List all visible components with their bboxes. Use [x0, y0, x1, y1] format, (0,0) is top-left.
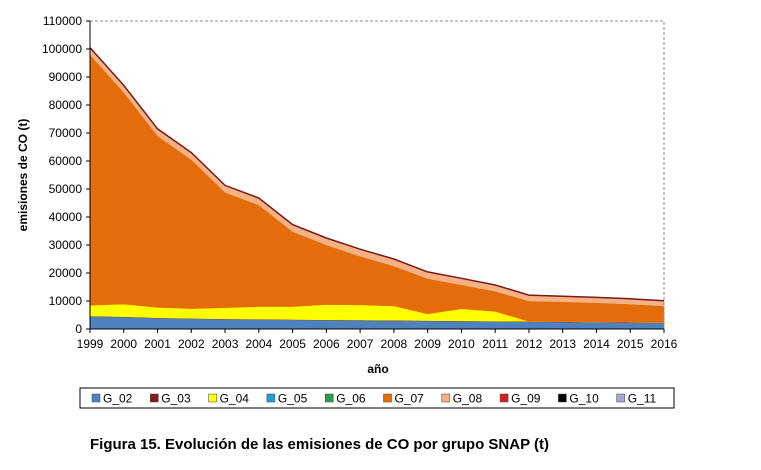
- legend-swatch-g-08: [441, 393, 451, 403]
- y-axis-title: emisiones de CO (t): [16, 119, 30, 232]
- legend-swatch-g-03: [150, 393, 159, 403]
- x-tick-label: 2001: [144, 337, 171, 351]
- legend-swatch-g-05: [266, 393, 276, 403]
- x-tick-label: 2006: [313, 337, 340, 351]
- y-tick-label: 30000: [49, 238, 83, 252]
- y-tick-label: 20000: [49, 266, 83, 280]
- legend-swatch-g-10: [558, 393, 567, 403]
- y-tick-label: 50000: [49, 182, 83, 196]
- x-tick-label: 2015: [617, 337, 644, 351]
- legend: G_02 G_03 G_04 G_05 G_06 G_07 G_08 G_09 G_10 G_11: [79, 387, 675, 409]
- y-tick-label: 100000: [42, 42, 82, 56]
- area-g-07: [89, 53, 665, 323]
- x-tick-label: 2005: [279, 337, 306, 351]
- legend-box: [79, 387, 675, 409]
- legend-swatch-g-04: [208, 393, 217, 403]
- legend-label-g-06: G_06: [336, 392, 366, 406]
- x-tick-label: 2011: [482, 337, 508, 351]
- x-tick-label: 1999: [77, 337, 104, 351]
- y-tick-label: 70000: [49, 126, 83, 140]
- y-tick-label: 10000: [49, 294, 83, 308]
- x-tick-label: 2000: [110, 337, 137, 351]
- emissions-chart: 0 10000 20000 30000 40000 50000 60000 70000 8000…: [16, 14, 678, 409]
- stacked-areas: [89, 46, 665, 330]
- legend-label-g-11: G_11: [628, 392, 657, 406]
- x-tick-label: 2013: [549, 337, 576, 351]
- legend-swatch-g-11: [616, 393, 625, 403]
- x-tick-label: 2002: [178, 337, 205, 351]
- legend-swatch-g-07: [383, 393, 392, 403]
- y-axis-ticks: 0 10000 20000 30000 40000 50000 60000 70000 8000…: [42, 14, 90, 336]
- y-tick-label: 0: [75, 322, 82, 336]
- legend-swatch-g-09: [499, 393, 509, 403]
- legend-label-g-04: G_04: [220, 392, 250, 406]
- legend-label-g-09: G_09: [511, 392, 541, 406]
- legend-label-g-03: G_03: [161, 392, 191, 406]
- y-tick-label: 40000: [49, 210, 83, 224]
- x-tick-label: 2016: [651, 337, 678, 351]
- legend-label-g-05: G_05: [278, 392, 308, 406]
- x-tick-label: 2012: [516, 337, 543, 351]
- figure-caption: Figura 15. Evolución de las emisiones de…: [90, 436, 549, 453]
- x-tick-label: 2014: [583, 337, 610, 351]
- legend-swatch-g-02: [91, 393, 101, 403]
- x-tick-label: 2008: [381, 337, 408, 351]
- legend-swatch-g-06: [324, 393, 334, 403]
- legend-label-g-02: G_02: [103, 392, 133, 406]
- y-tick-label: 80000: [49, 98, 83, 112]
- x-tick-label: 2003: [212, 337, 239, 351]
- y-tick-label: 60000: [49, 154, 83, 168]
- stack-top-line: [89, 47, 665, 302]
- legend-label-g-07: G_07: [395, 392, 425, 406]
- y-tick-label: 90000: [49, 70, 83, 84]
- x-axis-title: año: [367, 362, 388, 376]
- legend-label-g-08: G_08: [453, 392, 483, 406]
- legend-items: G_02 G_03 G_04 G_05 G_06 G_07 G_08 G_09 G_10 G_11: [91, 392, 657, 406]
- x-tick-label: 2007: [347, 337, 374, 351]
- x-tick-label: 2010: [448, 337, 475, 351]
- x-tick-label: 2004: [245, 337, 272, 351]
- x-axis-ticks: 1999 2000 2001 2002 2003 2004 2005 2006 2007 2008…: [77, 329, 678, 351]
- y-tick-label: 110000: [43, 14, 82, 28]
- x-tick-label: 2009: [414, 337, 441, 351]
- legend-label-g-10: G_10: [569, 392, 599, 406]
